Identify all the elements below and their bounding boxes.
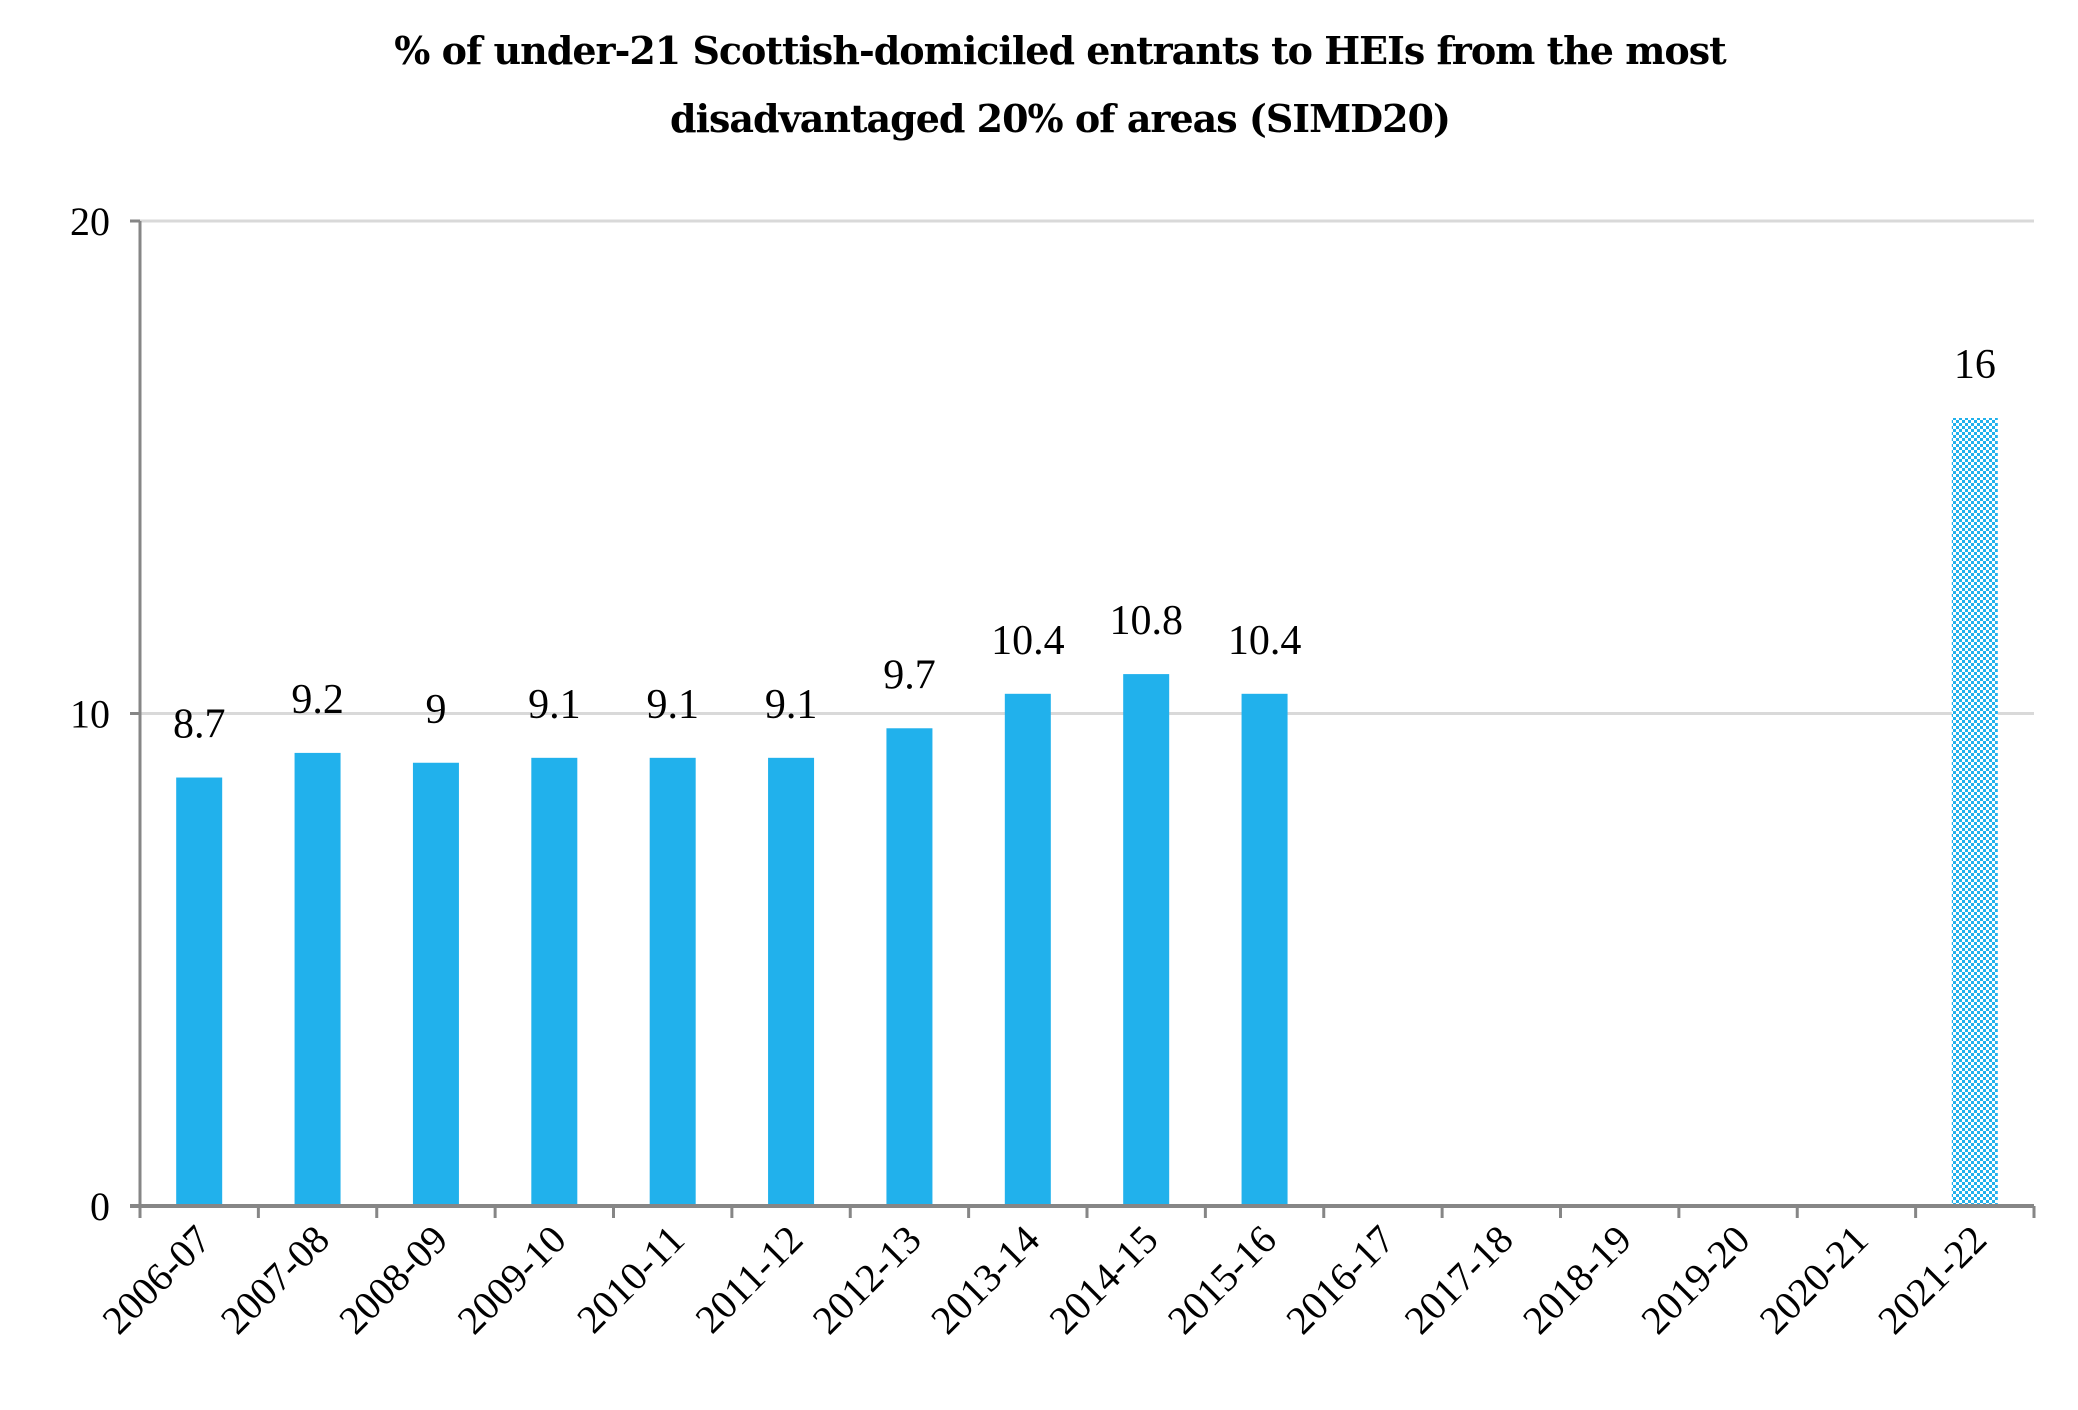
bar — [1241, 693, 1288, 1206]
x-tick-label: 2009-10 — [449, 1217, 575, 1343]
data-label: 16 — [1954, 342, 1996, 388]
y-tick-label: 0 — [90, 1184, 110, 1229]
x-tick-label: 2016-17 — [1277, 1217, 1403, 1343]
x-tick-label: 2013-14 — [922, 1217, 1048, 1343]
x-tick-label: 2014-15 — [1040, 1217, 1166, 1343]
data-label: 10.4 — [991, 618, 1065, 664]
chart-title-line-1: % of under-21 Scottish-domiciled entrant… — [394, 28, 1727, 73]
data-label: 9.2 — [291, 677, 344, 723]
y-tick-label: 10 — [70, 692, 110, 737]
x-tick-label: 2006-07 — [93, 1217, 219, 1343]
data-label: 10.4 — [1228, 618, 1302, 664]
bar — [1123, 674, 1170, 1206]
x-tick-label: 2011-12 — [686, 1217, 811, 1342]
x-tick-label: 2017-18 — [1396, 1217, 1522, 1343]
bar — [412, 762, 459, 1206]
x-tick-label: 2020-21 — [1751, 1217, 1877, 1343]
x-tick-label: 2021-22 — [1869, 1217, 1995, 1343]
x-tick-label: 2015-16 — [1159, 1217, 1285, 1343]
data-label: 9 — [425, 687, 446, 733]
x-tick-label: 2010-11 — [568, 1217, 693, 1342]
bar — [176, 777, 223, 1206]
data-label: 8.7 — [173, 702, 226, 748]
bar — [531, 757, 578, 1206]
data-label: 9.1 — [765, 682, 818, 728]
x-tick-label: 2018-19 — [1514, 1217, 1640, 1343]
data-label: 9.1 — [646, 682, 699, 728]
x-tick-label: 2007-08 — [212, 1217, 338, 1343]
data-label: 9.7 — [883, 652, 936, 698]
bar — [649, 757, 696, 1206]
bar — [1004, 693, 1051, 1206]
chart-title-line-2: disadvantaged 20% of areas (SIMD20) — [670, 96, 1450, 141]
y-tick-label: 20 — [70, 199, 110, 244]
target-bar — [1951, 418, 1998, 1206]
data-label: 9.1 — [528, 682, 581, 728]
bar — [768, 757, 815, 1206]
bar — [886, 728, 933, 1206]
x-tick-label: 2008-09 — [330, 1217, 456, 1343]
x-tick-label: 2019-20 — [1632, 1217, 1758, 1343]
bar — [294, 752, 341, 1206]
x-tick-label: 2012-13 — [804, 1217, 930, 1343]
data-label: 10.8 — [1109, 598, 1183, 644]
